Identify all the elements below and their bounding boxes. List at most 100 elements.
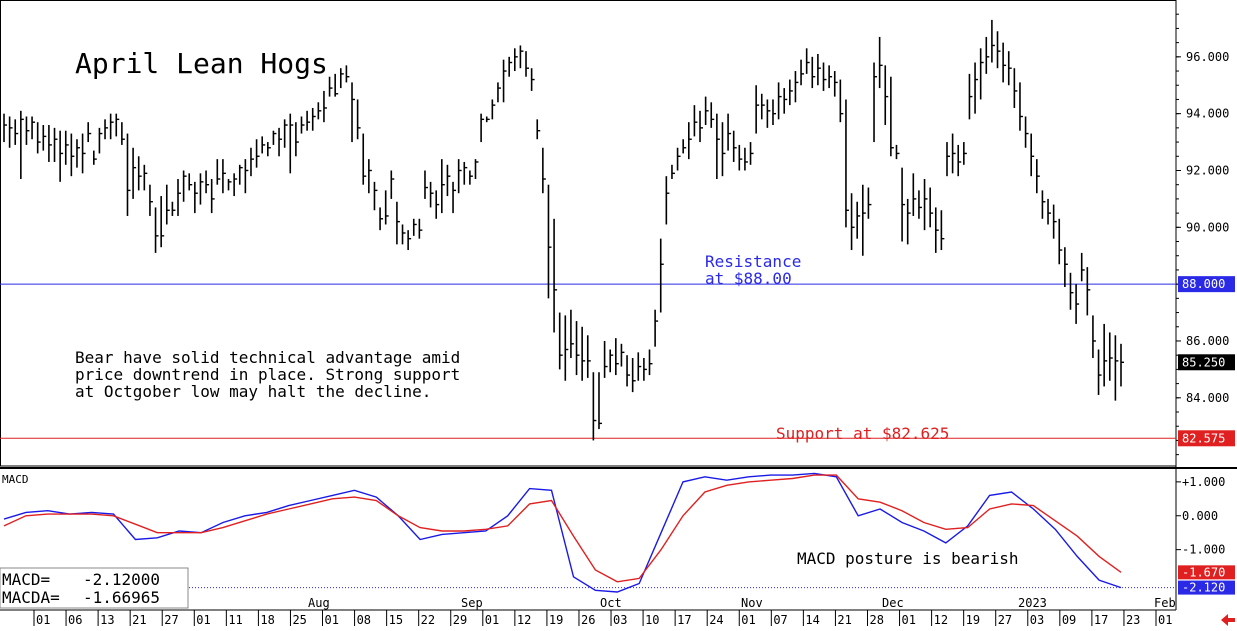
price-bar	[867, 187, 872, 219]
date-tick-label: 01	[325, 613, 339, 627]
month-label: 2023	[1018, 596, 1047, 610]
macd-axis-value-label: -1.670	[1182, 565, 1225, 579]
price-bar	[188, 173, 193, 191]
macd-tick-label: -1.000	[1182, 543, 1225, 557]
price-bar	[620, 343, 625, 367]
month-label: Nov	[741, 596, 763, 610]
price-bars	[3, 19, 1124, 441]
price-bar	[126, 133, 131, 216]
price-bar	[222, 159, 226, 194]
price-bar	[615, 338, 619, 376]
date-tick-label: 23	[1126, 613, 1140, 627]
price-bar	[1086, 267, 1091, 316]
price-bar	[1080, 252, 1085, 282]
price-bar	[968, 73, 973, 120]
price-bar	[991, 19, 995, 63]
price-bar	[598, 372, 602, 430]
annotation-line3: at Octgober low may halt the decline.	[75, 382, 431, 401]
price-bar	[586, 335, 591, 378]
price-bar	[435, 190, 440, 219]
price-bar	[665, 176, 670, 225]
price-bar	[154, 207, 159, 253]
price-bar	[861, 184, 866, 256]
price-bar	[356, 99, 361, 140]
price-bar	[783, 88, 788, 114]
date-tick-label: 25	[292, 613, 306, 627]
price-bar	[182, 170, 187, 202]
price-bar	[1024, 116, 1029, 148]
price-bar	[923, 179, 928, 231]
price-bar	[873, 62, 878, 143]
date-tick-label: 17	[1094, 613, 1108, 627]
price-bar	[199, 173, 204, 205]
date-tick-label: 01	[1158, 613, 1172, 627]
price-bar	[1052, 204, 1057, 239]
price-bar	[817, 53, 821, 86]
date-tick-label: 29	[453, 613, 467, 627]
price-bar	[14, 119, 19, 145]
date-tick-label: 01	[196, 613, 210, 627]
price-bar	[502, 59, 507, 103]
date-tick-label: 07	[773, 613, 787, 627]
price-bar	[996, 31, 1001, 69]
price-bar	[570, 309, 574, 359]
price-bar	[407, 230, 412, 251]
price-bar	[693, 105, 698, 137]
price-bar	[839, 79, 844, 123]
price-bar	[132, 147, 137, 199]
price-bar	[76, 139, 80, 168]
price-bar	[59, 130, 64, 182]
price-bar	[951, 133, 956, 174]
price-bar	[581, 326, 586, 381]
price-bar	[3, 113, 7, 143]
price-tick-label: 90.000	[1186, 220, 1229, 234]
price-bar	[171, 201, 176, 216]
price-bar	[64, 130, 69, 165]
price-bar	[513, 48, 518, 72]
price-bar	[289, 113, 294, 174]
price-bar	[833, 71, 838, 97]
date-tick-label: 12	[934, 613, 948, 627]
price-bar	[895, 144, 900, 160]
date-tick-label: 21	[132, 613, 146, 627]
resistance-axis-label-box	[1178, 276, 1235, 293]
month-label: Sep	[461, 596, 483, 610]
price-bar	[317, 102, 322, 120]
price-bar	[1002, 42, 1007, 83]
date-tick-label: 13	[100, 613, 114, 627]
annotation-line2: price downtrend in place. Strong support	[75, 365, 460, 384]
price-bar	[985, 36, 990, 74]
price-bar	[109, 113, 114, 140]
date-tick-label: 03	[1030, 613, 1044, 627]
price-bar	[104, 119, 109, 140]
price-bar	[238, 164, 243, 185]
price-bar	[1030, 133, 1035, 177]
price-bar	[98, 127, 103, 154]
price-bar	[272, 130, 277, 145]
price-bar	[732, 130, 737, 162]
macd-readout-box	[0, 567, 189, 609]
price-bar	[1075, 284, 1080, 324]
price-bar	[485, 116, 490, 123]
price-bar	[884, 65, 889, 126]
price-bar	[53, 127, 58, 162]
price-bar	[1097, 349, 1102, 395]
price-bar	[654, 309, 659, 347]
macd-axis-value-box	[1178, 565, 1235, 580]
price-bar	[508, 56, 513, 77]
price-bar	[194, 181, 198, 214]
price-bar	[216, 159, 221, 185]
price-bar	[42, 125, 47, 151]
price-bar	[143, 164, 148, 191]
price-bar	[412, 218, 417, 236]
price-bar	[452, 181, 457, 214]
macda-readout-name: MACDA=	[2, 588, 60, 607]
macd-tick-label: 0.000	[1182, 509, 1218, 523]
scroll-left-arrow-icon[interactable]	[1221, 614, 1235, 626]
price-bar	[1019, 82, 1023, 131]
price-bar	[250, 147, 254, 177]
price-bar	[687, 122, 692, 160]
price-bar	[671, 164, 675, 180]
price-bar	[306, 110, 311, 131]
price-bar	[648, 349, 653, 376]
